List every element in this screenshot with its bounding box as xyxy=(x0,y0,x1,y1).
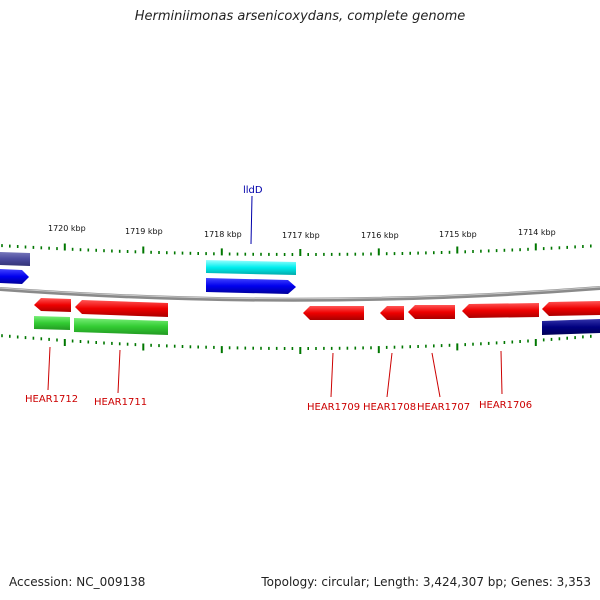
gene-label-HEAR1708: HEAR1708 xyxy=(363,402,416,413)
gene-lldD-cyan xyxy=(206,260,296,275)
scale-label-1715: 1715 kbp xyxy=(439,230,477,239)
gene-label-HEAR1712: HEAR1712 xyxy=(25,394,78,405)
topology-text: Topology: circular; Length: 3,424,307 bp… xyxy=(261,575,591,589)
scale-label-1714: 1714 kbp xyxy=(518,228,556,237)
gene-label-lldD: lldD xyxy=(243,185,263,196)
scale-label-1718: 1718 kbp xyxy=(204,230,242,239)
scale-labels: 1720 kbp 1719 kbp 1718 kbp 1717 kbp 1716… xyxy=(48,224,556,240)
gene-red-1711 xyxy=(75,300,168,317)
gene-label-HEAR1706: HEAR1706 xyxy=(479,400,532,411)
gene-red-1706 xyxy=(462,303,539,318)
scale-label-1720: 1720 kbp xyxy=(48,224,86,233)
label-leaders xyxy=(47,195,503,398)
accession-text: Accession: NC_009138 xyxy=(9,575,146,589)
gene-red-1709 xyxy=(303,306,364,320)
gene-green-right xyxy=(74,318,168,335)
gene-red-1707 xyxy=(408,305,455,319)
gene-red-1708 xyxy=(380,306,404,320)
gene-lldD-blue xyxy=(206,278,296,294)
gene-red-1712 xyxy=(34,298,71,312)
scale-label-1719: 1719 kbp xyxy=(125,227,163,236)
gene-green-left xyxy=(34,316,70,330)
gene-slate-left xyxy=(0,252,30,266)
chart-title: Herminiimonas arsenicoxydans, complete g… xyxy=(134,9,466,24)
gene-label-HEAR1711: HEAR1711 xyxy=(94,397,147,408)
scale-label-1717: 1717 kbp xyxy=(282,231,320,240)
top-scale-ticks xyxy=(1,243,592,256)
bottom-scale-ticks xyxy=(1,334,592,354)
gene-red-right xyxy=(542,301,600,316)
genome-backbone xyxy=(0,286,600,302)
gene-label-HEAR1709: HEAR1709 xyxy=(307,402,360,413)
gene-navy-right xyxy=(542,319,600,335)
gene-blue-left xyxy=(0,269,29,284)
gene-label-HEAR1707: HEAR1707 xyxy=(417,402,470,413)
scale-label-1716: 1716 kbp xyxy=(361,231,399,240)
